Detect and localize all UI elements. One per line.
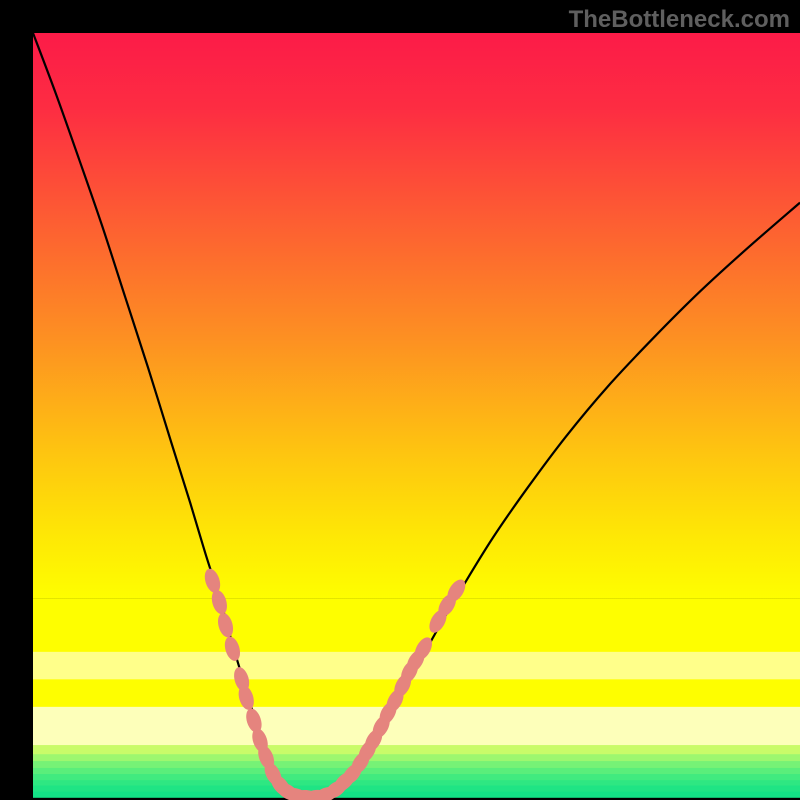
bottleneck-chart: TheBottleneck.com	[0, 0, 800, 800]
watermark-text: TheBottleneck.com	[569, 6, 790, 34]
chart-svg	[0, 0, 800, 800]
